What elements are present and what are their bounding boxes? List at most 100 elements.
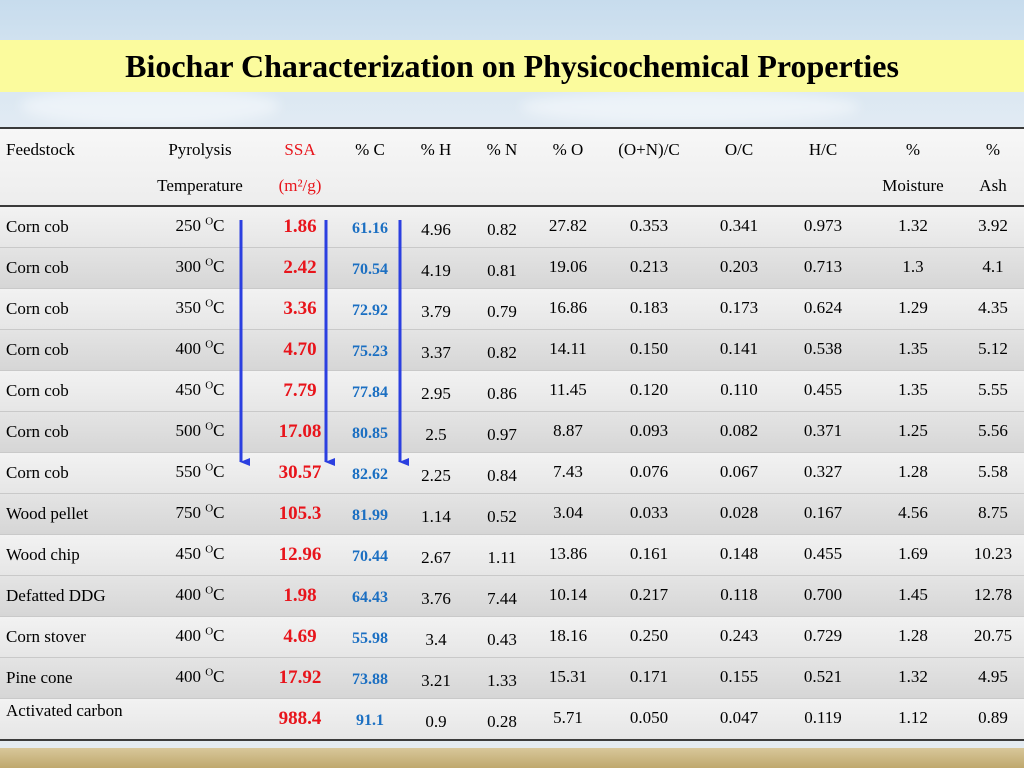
- cell-on-c: 0.076: [629, 462, 669, 481]
- cell-hydrogen: 3.79: [421, 302, 451, 321]
- cell-nitrogen: 1.33: [487, 671, 517, 690]
- cell-temperature: 550 OC: [140, 462, 260, 482]
- cell-hydrogen: 3.37: [421, 343, 451, 362]
- degree-sup: O: [205, 256, 214, 269]
- header-ssa-unit: (m²/g): [278, 176, 322, 195]
- cell-ash: 10.23: [973, 544, 1013, 563]
- cell-oxygen: 27.82: [548, 216, 588, 235]
- cell-feedstock: Activated carbon: [6, 701, 123, 720]
- temperature-value: 300: [175, 257, 201, 276]
- cell-h-c: 0.327: [803, 462, 843, 481]
- cell-oxygen: 8.87: [553, 421, 583, 440]
- table-row: Corn cob 17.08 80.85 2.5 0.97 8.87 0.093 0.082 0…: [0, 412, 1024, 453]
- temperature-unit: C: [213, 544, 225, 563]
- cell-feedstock: Corn cob: [6, 422, 69, 441]
- cell-o-c: 0.173: [719, 298, 759, 317]
- cell-oxygen: 11.45: [549, 380, 587, 399]
- cell-feedstock: Wood chip: [6, 545, 80, 564]
- temperature-value: 400: [175, 626, 201, 645]
- cell-on-c: 0.050: [629, 708, 669, 727]
- cell-feedstock: Corn cob: [6, 340, 69, 359]
- cell-o-c: 0.067: [719, 462, 759, 481]
- cell-hydrogen: 4.96: [421, 220, 451, 239]
- temperature-value: 500: [175, 421, 201, 440]
- table-top-rule: [0, 127, 1024, 129]
- cell-on-c: 0.171: [629, 667, 669, 686]
- temperature-value: 750: [175, 503, 201, 522]
- cell-ash: 5.55: [978, 380, 1008, 399]
- header-temperature: Temperature: [157, 176, 243, 195]
- cell-o-c: 0.148: [719, 544, 759, 563]
- cell-ssa: 1.86: [283, 216, 317, 237]
- cell-on-c: 0.217: [629, 585, 669, 604]
- cell-ssa: 2.42: [283, 257, 317, 278]
- temperature-unit: C: [213, 216, 225, 235]
- cell-ssa: 4.69: [283, 626, 317, 647]
- degree-sup: O: [205, 502, 214, 515]
- cell-feedstock: Defatted DDG: [6, 586, 106, 605]
- temperature-unit: C: [213, 257, 225, 276]
- cell-oxygen: 10.14: [548, 585, 588, 604]
- cell-nitrogen: 0.82: [487, 343, 517, 362]
- cell-nitrogen: 7.44: [487, 589, 517, 608]
- cell-h-c: 0.973: [803, 216, 843, 235]
- cell-hydrogen: 2.95: [421, 384, 451, 403]
- header-carbon: % C: [355, 140, 385, 159]
- cell-nitrogen: 0.86: [487, 384, 517, 403]
- cell-nitrogen: 0.79: [487, 302, 517, 321]
- cell-moisture: 4.56: [898, 503, 928, 522]
- cell-carbon: 61.16: [352, 220, 388, 237]
- cell-temperature: 400 OC: [140, 626, 260, 646]
- cell-temperature: 450 OC: [140, 544, 260, 564]
- cell-o-c: 0.118: [720, 585, 758, 604]
- cell-ash: 0.89: [978, 708, 1008, 727]
- cell-o-c: 0.028: [719, 503, 759, 522]
- cell-moisture: 1.12: [898, 708, 928, 727]
- cell-nitrogen: 0.97: [487, 425, 517, 444]
- temperature-unit: C: [213, 339, 225, 358]
- degree-sup: O: [205, 420, 214, 433]
- temperature-value: 550: [175, 462, 201, 481]
- cell-h-c: 0.521: [803, 667, 843, 686]
- cell-o-c: 0.047: [719, 708, 759, 727]
- table-row: Corn stover 4.69 55.98 3.4 0.43 18.16 0.250 0.2…: [0, 617, 1024, 658]
- ground-background: [0, 748, 1024, 768]
- degree-sup: O: [205, 379, 214, 392]
- table-row: Wood pellet 105.3 81.99 1.14 0.52 3.04 0.033 0.…: [0, 494, 1024, 535]
- cell-on-c: 0.150: [629, 339, 669, 358]
- cell-carbon: 80.85: [352, 425, 388, 442]
- temperature-unit: C: [213, 626, 225, 645]
- cell-oxygen: 16.86: [548, 298, 588, 317]
- header-oxygen: % O: [552, 140, 584, 159]
- cell-feedstock: Wood pellet: [6, 504, 89, 523]
- cell-ash: 4.95: [978, 667, 1008, 686]
- cell-o-c: 0.110: [720, 380, 758, 399]
- cell-moisture: 1.29: [898, 298, 928, 317]
- header-ash-pct: %: [985, 140, 1001, 159]
- cell-on-c: 0.250: [629, 626, 669, 645]
- cell-h-c: 0.371: [803, 421, 843, 440]
- cell-temperature: 400 OC: [140, 585, 260, 605]
- temperature-value: 250: [175, 216, 201, 235]
- cell-carbon: 91.1: [356, 712, 384, 729]
- degree-sup: O: [205, 338, 214, 351]
- cell-ssa: 17.08: [278, 421, 322, 442]
- degree-sup: O: [205, 461, 214, 474]
- cell-on-c: 0.353: [629, 216, 669, 235]
- header-o-c: O/C: [724, 140, 754, 159]
- cell-carbon: 70.44: [352, 548, 388, 565]
- cell-on-c: 0.213: [629, 257, 669, 276]
- cell-h-c: 0.700: [803, 585, 843, 604]
- cell-hydrogen: 3.4: [425, 630, 447, 649]
- title-banner: Biochar Characterization on Physicochemi…: [0, 40, 1024, 92]
- cell-h-c: 0.713: [803, 257, 843, 276]
- header-hydrogen: % H: [420, 140, 452, 159]
- cell-moisture: 1.32: [898, 216, 928, 235]
- cell-oxygen: 7.43: [553, 462, 583, 481]
- cell-h-c: 0.729: [803, 626, 843, 645]
- table-row: Corn cob 1.86 61.16 4.96 0.82 27.82 0.353 0.341…: [0, 207, 1024, 248]
- header-pyrolysis: Pyrolysis: [168, 140, 232, 159]
- cell-carbon: 81.99: [352, 507, 388, 524]
- cell-oxygen: 13.86: [548, 544, 588, 563]
- cell-nitrogen: 0.84: [487, 466, 517, 485]
